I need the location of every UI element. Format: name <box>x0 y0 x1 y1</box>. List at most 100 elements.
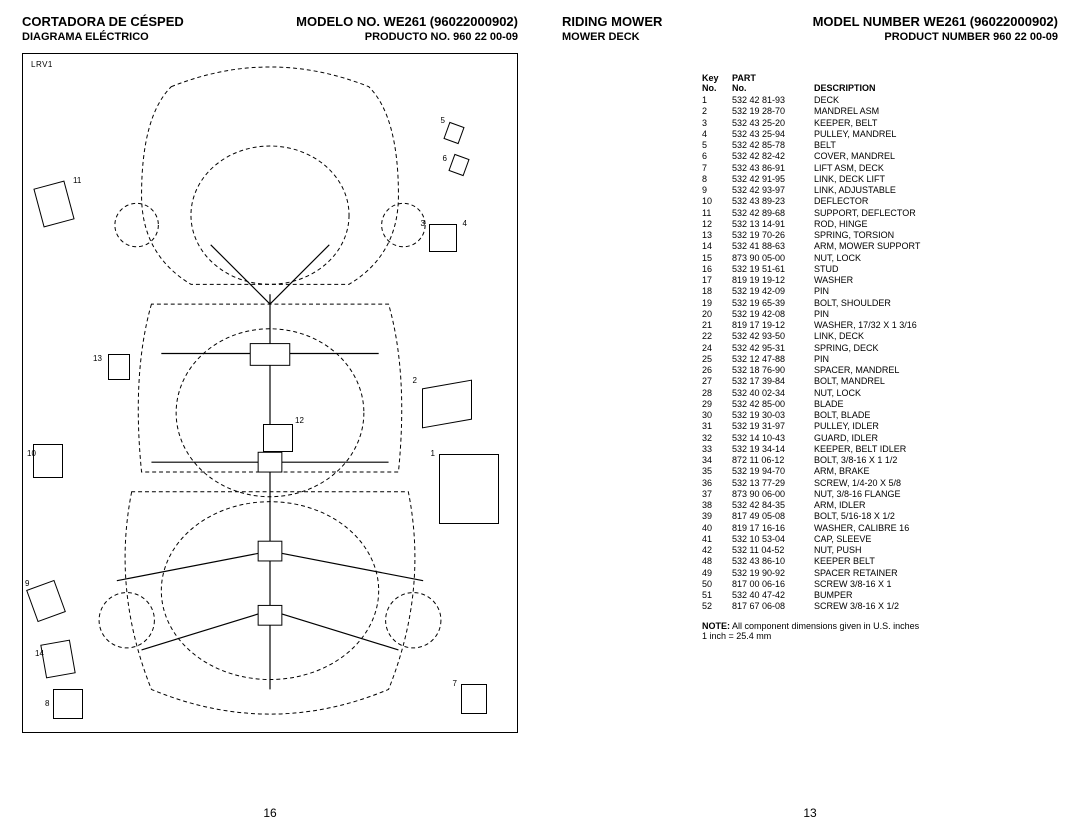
part-desc: LINK, DECK LIFT <box>814 174 1058 185</box>
part-no: 819 19 19-12 <box>732 275 814 286</box>
part-no: 532 19 28-70 <box>732 106 814 117</box>
part-row: 2532 19 28-70MANDREL ASM <box>702 106 1058 117</box>
part-no: 532 19 70-26 <box>732 230 814 241</box>
part-key: 21 <box>702 320 732 331</box>
part-row: 27532 17 39-84BOLT, MANDREL <box>702 376 1058 387</box>
part-no: 532 43 86-91 <box>732 163 814 174</box>
part-desc: KEEPER, BELT <box>814 118 1058 129</box>
part-key: 12 <box>702 219 732 230</box>
part-row: 24532 42 95-31SPRING, DECK <box>702 343 1058 354</box>
part-desc: PIN <box>814 286 1058 297</box>
part-desc: LIFT ASM, DECK <box>814 163 1058 174</box>
part-no: 819 17 19-12 <box>732 320 814 331</box>
part-row: 17819 19 19-12WASHER <box>702 275 1058 286</box>
part-desc: ARM, MOWER SUPPORT <box>814 241 1058 252</box>
part-row: 18532 19 42-09PIN <box>702 286 1058 297</box>
component-8 <box>53 689 83 719</box>
part-desc: GUARD, IDLER <box>814 433 1058 444</box>
col-part-1: PART <box>732 73 814 83</box>
callout-2: 2 <box>413 376 417 385</box>
electrical-diagram: LRV1 <box>22 53 518 733</box>
part-key: 5 <box>702 140 732 151</box>
part-row: 1532 42 81-93DECK <box>702 95 1058 106</box>
part-desc: DEFLECTOR <box>814 196 1058 207</box>
part-row: 15873 90 05-00NUT, LOCK <box>702 253 1058 264</box>
col-part-2: No. <box>732 83 814 93</box>
part-row: 25532 12 47-88PIN <box>702 354 1058 365</box>
part-row: 35532 19 94-70ARM, BRAKE <box>702 466 1058 477</box>
part-key: 13 <box>702 230 732 241</box>
part-key: 6 <box>702 151 732 162</box>
part-row: 36532 13 77-29SCREW, 1/4-20 X 5/8 <box>702 478 1058 489</box>
part-row: 32532 14 10-43GUARD, IDLER <box>702 433 1058 444</box>
part-no: 532 13 77-29 <box>732 478 814 489</box>
part-row: 6532 42 82-42COVER, MANDREL <box>702 151 1058 162</box>
part-no: 532 40 47-42 <box>732 590 814 601</box>
part-key: 31 <box>702 421 732 432</box>
part-desc: ROD, HINGE <box>814 219 1058 230</box>
callout-7: 7 <box>453 679 457 688</box>
part-key: 34 <box>702 455 732 466</box>
part-no: 873 90 05-00 <box>732 253 814 264</box>
part-desc: PIN <box>814 309 1058 320</box>
part-no: 532 42 85-78 <box>732 140 814 151</box>
part-row: 14532 41 88-63ARM, MOWER SUPPORT <box>702 241 1058 252</box>
part-no: 532 42 93-50 <box>732 331 814 342</box>
part-row: 10532 43 89-23DEFLECTOR <box>702 196 1058 207</box>
part-no: 532 42 91-95 <box>732 174 814 185</box>
part-row: 38532 42 84-35ARM, IDLER <box>702 500 1058 511</box>
part-no: 817 49 05-08 <box>732 511 814 522</box>
left-title-left: CORTADORA DE CÉSPED <box>22 14 184 29</box>
note-text2: 1 inch = 25.4 mm <box>702 631 771 641</box>
part-desc: BOLT, 5/16-18 X 1/2 <box>814 511 1058 522</box>
part-no: 532 19 94-70 <box>732 466 814 477</box>
part-desc: NUT, LOCK <box>814 388 1058 399</box>
right-title-right: MODEL NUMBER WE261 (96022000902) <box>813 14 1058 29</box>
part-desc: WASHER <box>814 275 1058 286</box>
callout-13: 13 <box>93 354 102 363</box>
part-row: 22532 42 93-50LINK, DECK <box>702 331 1058 342</box>
part-key: 48 <box>702 556 732 567</box>
part-no: 532 42 95-31 <box>732 343 814 354</box>
part-key: 37 <box>702 489 732 500</box>
part-key: 51 <box>702 590 732 601</box>
parts-note: NOTE: All component dimensions given in … <box>702 621 1058 641</box>
part-row: 49532 19 90-92SPACER RETAINER <box>702 568 1058 579</box>
part-row: 7532 43 86-91LIFT ASM, DECK <box>702 163 1058 174</box>
part-no: 532 11 04-52 <box>732 545 814 556</box>
part-no: 532 42 93-97 <box>732 185 814 196</box>
callout-6: 6 <box>443 154 447 163</box>
col-key-1: Key <box>702 73 732 83</box>
part-key: 20 <box>702 309 732 320</box>
part-desc: LINK, ADJUSTABLE <box>814 185 1058 196</box>
part-desc: LINK, DECK <box>814 331 1058 342</box>
part-no: 532 43 86-10 <box>732 556 814 567</box>
part-key: 8 <box>702 174 732 185</box>
part-key: 39 <box>702 511 732 522</box>
part-key: 49 <box>702 568 732 579</box>
right-sub-left: MOWER DECK <box>562 31 640 43</box>
part-no: 819 17 16-16 <box>732 523 814 534</box>
part-desc: PULLEY, IDLER <box>814 421 1058 432</box>
part-key: 36 <box>702 478 732 489</box>
callout-10: 10 <box>27 449 36 458</box>
part-row: 5532 42 85-78BELT <box>702 140 1058 151</box>
part-no: 532 19 90-92 <box>732 568 814 579</box>
callout-4: 4 <box>463 219 467 228</box>
part-row: 48532 43 86-10KEEPER BELT <box>702 556 1058 567</box>
part-no: 532 41 88-63 <box>732 241 814 252</box>
part-key: 16 <box>702 264 732 275</box>
part-no: 532 42 89-68 <box>732 208 814 219</box>
right-page-number: 13 <box>540 806 1080 820</box>
part-row: 19532 19 65-39BOLT, SHOULDER <box>702 298 1058 309</box>
part-no: 532 43 25-20 <box>732 118 814 129</box>
part-no: 532 43 89-23 <box>732 196 814 207</box>
part-key: 18 <box>702 286 732 297</box>
part-row: 16532 19 51-61STUD <box>702 264 1058 275</box>
callout-3: 3 <box>421 219 425 228</box>
part-key: 35 <box>702 466 732 477</box>
part-no: 532 14 10-43 <box>732 433 814 444</box>
part-row: 21819 17 19-12WASHER, 17/32 X 1 3/16 <box>702 320 1058 331</box>
part-desc: WASHER, CALIBRE 16 <box>814 523 1058 534</box>
part-desc: BUMPER <box>814 590 1058 601</box>
